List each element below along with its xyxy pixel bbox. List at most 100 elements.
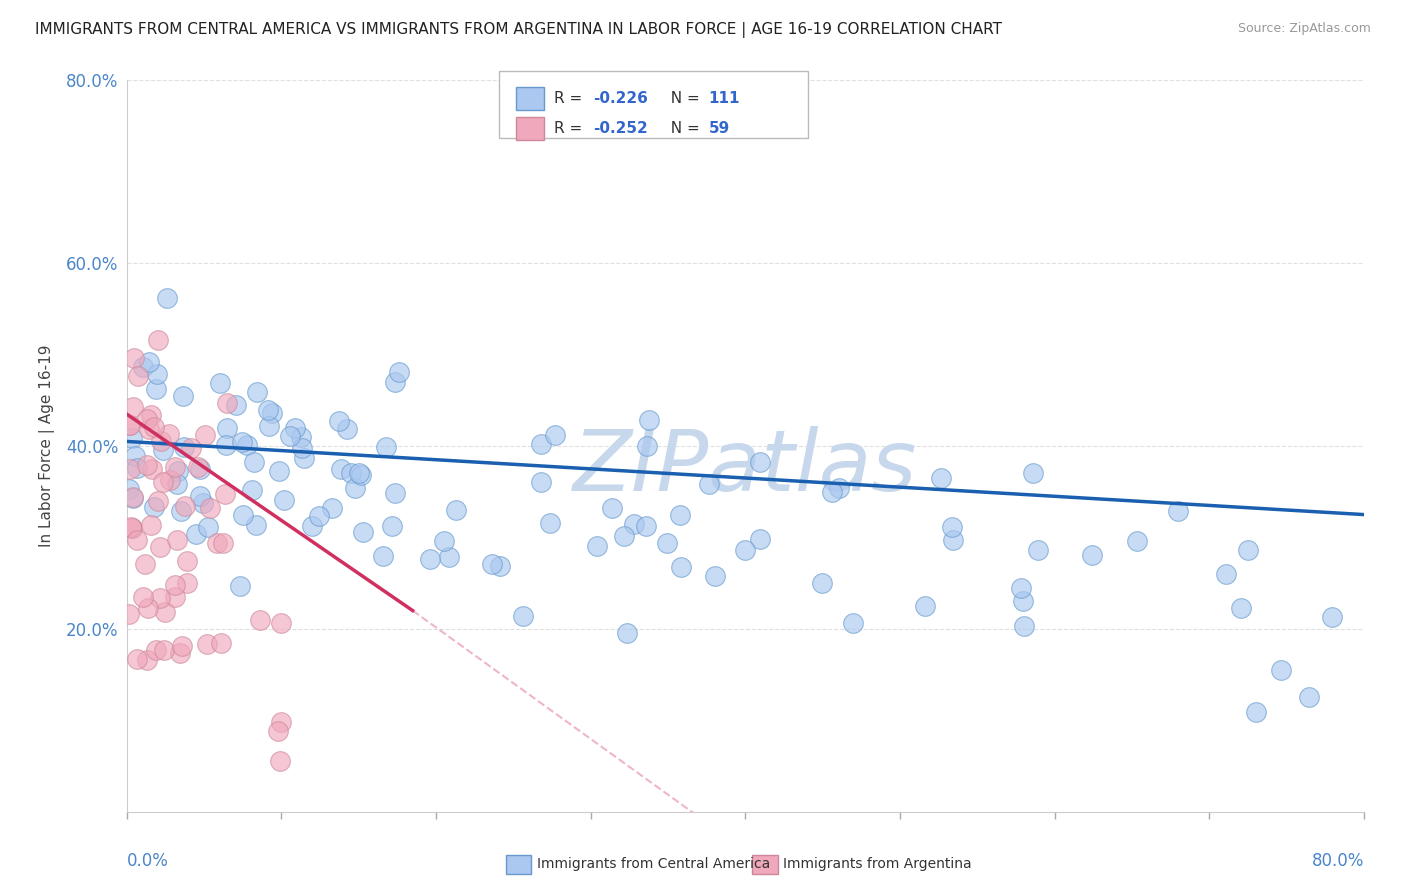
Point [634,519,657,533]
Point [187,460,209,475]
Text: N =: N = [661,91,704,105]
Point [118,607,141,621]
Point [1298,690,1320,704]
Point [138,422,160,436]
Point [384,375,406,389]
Point [929,471,952,485]
Text: 0.0%: 0.0% [127,852,169,870]
Point [245,518,267,533]
Point [243,455,266,469]
Point [167,464,190,478]
Point [444,502,467,516]
Y-axis label: In Labor Force | Age 16-19: In Labor Force | Age 16-19 [38,344,55,548]
Point [290,430,312,444]
Point [269,754,291,768]
Point [284,421,307,435]
Point [195,637,218,651]
Point [211,536,233,550]
Point [159,473,181,487]
Point [273,493,295,508]
Point [121,491,143,506]
Point [1270,663,1292,677]
Point [748,455,770,469]
Point [152,442,174,457]
Point [530,475,553,489]
Point [176,576,198,591]
Point [734,542,756,557]
Point [156,292,179,306]
Point [655,536,678,550]
Point [419,551,441,566]
Point [173,441,195,455]
Point [1167,504,1189,518]
Point [136,601,159,615]
Point [616,626,638,640]
Point [122,400,145,414]
Point [145,382,167,396]
Point [538,516,561,530]
Text: R =: R = [554,91,588,105]
Point [121,432,143,446]
Point [1215,566,1237,581]
Point [197,520,219,534]
Point [821,485,844,500]
Point [257,419,280,434]
Point [842,615,865,630]
Point [388,365,411,379]
Point [214,486,236,500]
Point [828,482,851,496]
Point [172,640,194,654]
Point [209,635,232,649]
Point [188,462,211,476]
Point [481,558,503,572]
Point [914,599,936,613]
Point [669,559,692,574]
Point [636,439,658,453]
Point [184,527,207,541]
Point [1012,618,1035,632]
Point [810,575,832,590]
Point [125,460,148,475]
Text: IMMIGRANTS FROM CENTRAL AMERICA VS IMMIGRANTS FROM ARGENTINA IN LABOR FORCE | AG: IMMIGRANTS FROM CENTRAL AMERICA VS IMMIG… [35,22,1002,38]
Point [941,520,963,534]
Point [1012,593,1035,607]
Point [215,395,238,409]
Point [121,521,143,535]
Text: N =: N = [661,120,704,136]
Point [180,442,202,456]
Point [176,554,198,568]
Point [152,475,174,490]
Point [172,389,194,403]
Point [215,438,238,452]
Point [1322,610,1344,624]
Point [266,723,288,738]
Text: Immigrants from Central America: Immigrants from Central America [537,857,770,871]
Point [118,417,141,432]
Point [169,646,191,660]
Point [291,441,314,455]
Point [249,613,271,627]
Point [330,462,353,476]
Point [157,427,180,442]
Text: 59: 59 [709,120,730,136]
Point [145,643,167,657]
Point [170,503,193,517]
Point [336,422,359,436]
Point [149,591,172,605]
Point [142,500,165,514]
Point [374,440,396,454]
Point [149,434,172,449]
Point [153,605,176,619]
Point [697,476,720,491]
Text: ZIPatlas: ZIPatlas [574,426,917,509]
Point [301,519,323,533]
Point [236,438,259,452]
Point [602,501,624,516]
Point [163,590,186,604]
Point [530,437,553,451]
Point [146,494,169,508]
Point [120,519,142,533]
Point [488,559,510,574]
Point [132,591,155,605]
Point [166,533,188,547]
